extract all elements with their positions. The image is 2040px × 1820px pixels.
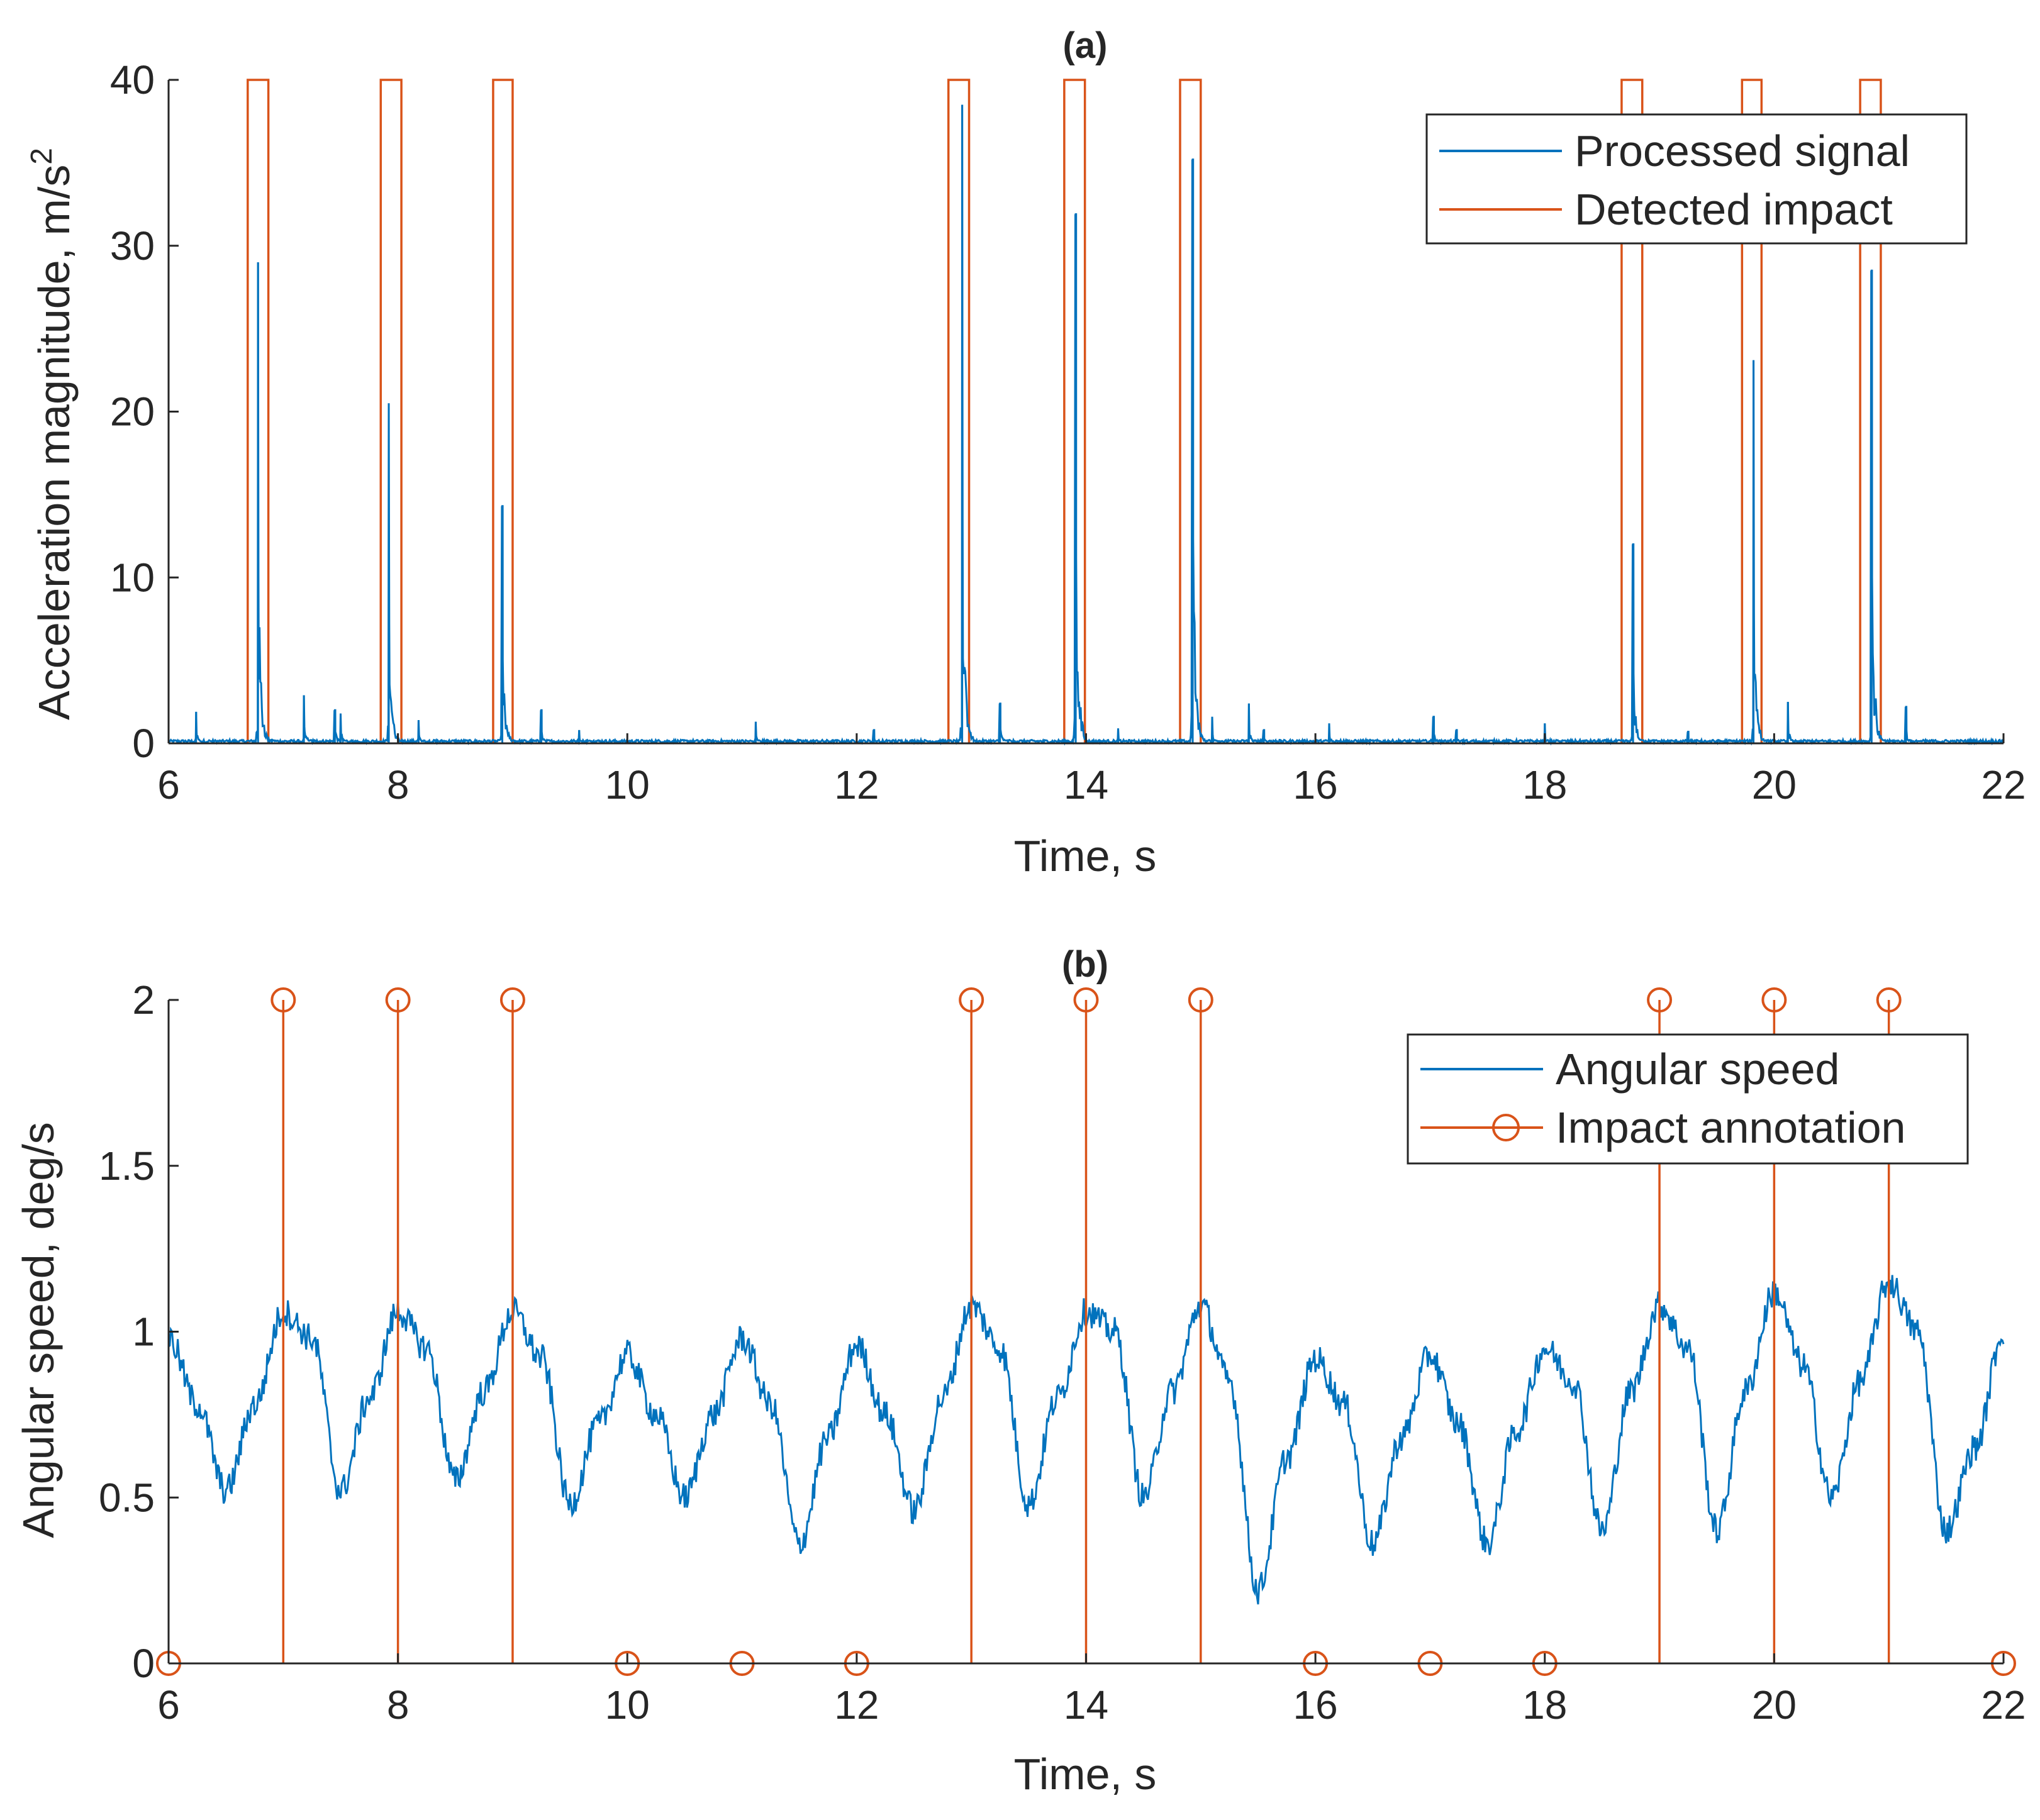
panel-a-x-axis-label: Time, s (1014, 831, 1157, 880)
panel-b-x-tick-label: 20 (1752, 1682, 1797, 1728)
panel-a-y-axis-label-main: Acceleration magnitude, m/s (30, 165, 79, 720)
panel-a-legend-impact-label: Detected impact (1575, 185, 1893, 234)
panel-a-x-tick-label: 16 (1293, 762, 1338, 807)
panel-a-axes: 6 8 10 12 14 16 18 20 22 0 10 20 30 40 (110, 57, 2026, 807)
detected-impact-pulse (947, 79, 971, 743)
detected-impact-pulse (247, 79, 270, 743)
detected-impact-pulse (1741, 79, 1763, 743)
panel-b-x-tick-label: 10 (605, 1682, 650, 1728)
panel-a-y-axis-label: Acceleration magnitude, m/s2 (25, 148, 79, 720)
panel-a-x-tick-label: 12 (834, 762, 879, 807)
panel-b-x-tick-label: 8 (387, 1682, 410, 1728)
panel-a-acceleration: (a) 6 8 10 12 14 16 18 20 22 0 10 20 30 40 Time, s Ac… (25, 25, 2026, 880)
panel-b-title: (b) (1062, 944, 1108, 985)
panel-b-y-tick-label: 0 (132, 1641, 155, 1686)
panel-a-x-tick-label: 6 (157, 762, 180, 807)
panel-b-x-axis-label: Time, s (1014, 1750, 1157, 1799)
panel-a-x-tick-label: 20 (1752, 762, 1797, 807)
panel-b-legend: Angular speed Impact annotation (1407, 1033, 1969, 1165)
panel-a-y-tick-label: 30 (110, 223, 155, 269)
impact-annotation-marker (1188, 987, 1213, 1013)
panel-b-x-tick-label: 18 (1522, 1682, 1567, 1728)
panel-b-y-tick-label: 1 (132, 1309, 155, 1355)
impact-annotation-marker (1876, 987, 1902, 1013)
panel-a-y-tick-label: 10 (110, 555, 155, 600)
detected-impact-pulse (1859, 79, 1882, 743)
impact-annotation-marker (1073, 987, 1099, 1013)
panel-a-legend-box (1425, 113, 1968, 245)
panel-a-legend-signal-label: Processed signal (1575, 126, 1910, 175)
impact-annotation-marker (270, 987, 296, 1013)
impact-annotation-marker (499, 987, 525, 1013)
panel-a-x-tick-label: 8 (387, 762, 410, 807)
panel-a-x-tick-label: 10 (605, 762, 650, 807)
panel-b-x-tick-label: 14 (1064, 1682, 1108, 1728)
panel-a-y-tick-label: 0 (132, 721, 155, 766)
detected-impact-pulse (1620, 79, 1644, 743)
panel-a-x-tick-label: 18 (1522, 762, 1567, 807)
detected-impact-pulse (1179, 79, 1202, 743)
panel-b-y-tick-label: 1.5 (99, 1143, 155, 1189)
panel-b-legend-impact-label: Impact annotation (1556, 1103, 1905, 1152)
impact-annotation-marker (1647, 987, 1673, 1013)
detected-impact-pulse (1063, 79, 1086, 743)
panel-a-x-tick-label: 14 (1064, 762, 1108, 807)
panel-a-legend: Processed signal Detected impact (1425, 113, 1968, 245)
panel-a-title: (a) (1063, 25, 1108, 66)
panel-b-x-tick-label: 16 (1293, 1682, 1338, 1728)
panel-b-legend-box (1407, 1033, 1969, 1165)
panel-b-axes: 6 8 10 12 14 16 18 20 22 0 0.5 1 1.5 2 (99, 977, 2026, 1728)
detected-impact-pulse (492, 79, 514, 743)
panel-a-y-tick-label: 20 (110, 389, 155, 435)
panel-b-y-tick-label: 0.5 (99, 1475, 155, 1520)
panel-b-y-tick-label: 2 (132, 977, 155, 1023)
panel-b-y-axis-label: Angular speed, deg/s (14, 1122, 63, 1538)
panel-a-x-tick-label: 22 (1981, 762, 2026, 807)
impact-annotation-marker (1761, 987, 1787, 1013)
panel-b-x-tick-label: 22 (1981, 1682, 2026, 1728)
panel-b-x-tick-label: 12 (834, 1682, 879, 1728)
panel-b-angular-speed: (b) 6 8 10 12 14 16 18 20 22 0 0.5 1 1.5 2 Time, s An… (14, 944, 2026, 1799)
panel-a-y-axis-label-superscript: 2 (25, 148, 59, 165)
detected-impact-pulse (379, 79, 403, 743)
panel-b-x-tick-label: 6 (157, 1682, 180, 1728)
panel-b-legend-impact-marker (1492, 1114, 1520, 1141)
impact-annotation-marker (385, 987, 411, 1013)
panel-b-legend-angular-label: Angular speed (1556, 1045, 1839, 1094)
panel-a-y-tick-label: 40 (110, 57, 155, 103)
impact-annotation-marker (959, 987, 984, 1013)
